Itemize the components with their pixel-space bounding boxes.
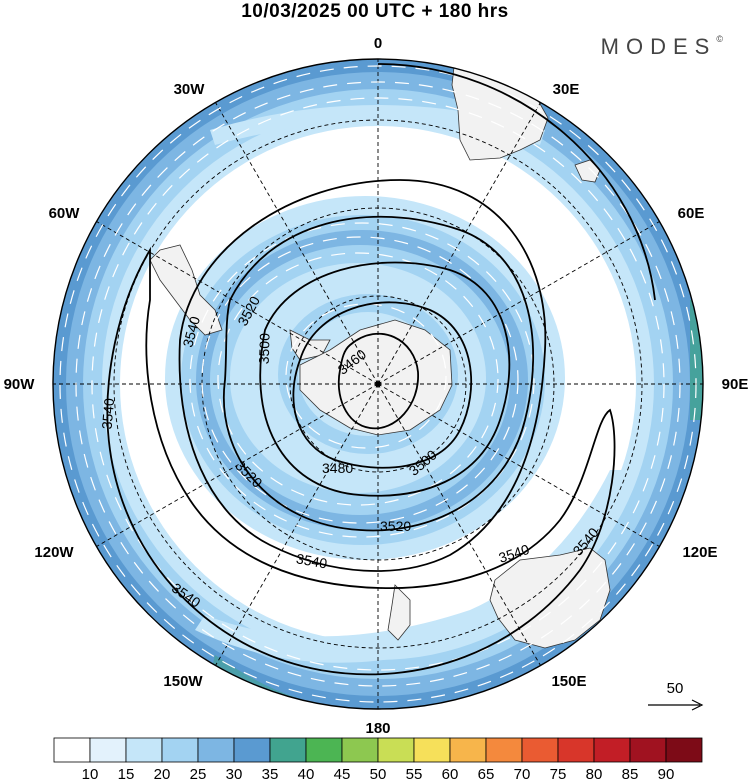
colorbar-tick-label: 25 [190,766,207,782]
south-america [149,244,223,336]
antarctica [299,319,453,436]
colorbar-swatch [629,737,667,763]
colorbar-swatch [305,737,343,763]
colorbar-swatch [269,737,307,763]
colorbar-tick-label: 80 [586,766,603,782]
contour-label: 3540 [99,397,118,430]
colorbar-swatch [557,737,595,763]
colorbar-tick-label: 15 [118,766,135,782]
colorbar-swatch [341,737,379,763]
lon-label-90e: 90E [722,376,749,393]
lon-label-0: 0 [374,35,382,52]
south-pole-marker [375,381,381,387]
contour-3500 [259,261,511,497]
brand-name: MODES [600,34,717,59]
contour-3480 [292,301,473,469]
colorbar-tick-label: 65 [478,766,495,782]
colorbar-swatch [125,737,163,763]
colorbar-tick-label: 20 [154,766,171,782]
height-contours [106,63,656,676]
colorbar-tick-label: 75 [550,766,567,782]
colorbar-swatch [197,737,235,763]
lon-label-120w: 120W [34,544,74,561]
wind-speed-shading [53,59,703,709]
colorbar-tick-label: 30 [226,766,243,782]
contour-3540-inner [178,179,547,572]
contour-label: 3540 [295,550,329,571]
lon-label-90w: 90W [4,376,36,393]
modes-logo: MODES© [601,34,723,60]
lon-label-30w: 30W [174,81,206,98]
contour-3540-outer [106,246,616,676]
colorbar-tick-label: 60 [442,766,459,782]
colorbar-tick-label: 85 [622,766,639,782]
contour-label: 3540 [179,314,203,348]
colorbar-tick-label: 70 [514,766,531,782]
contour-label: 3500 [256,333,273,365]
colorbar-swatch [53,737,91,763]
colorbar-swatch [161,737,199,763]
colorbar-swatch [485,737,523,763]
contour-label: 3480 [322,460,353,476]
brand-mark: © [716,34,723,44]
colorbar-swatch [413,737,451,763]
contour-label: 3520 [380,518,411,534]
land-masses [149,59,611,673]
longitude-label-group: 0 30E 60E 90E 120E 150E 180 150W 120W 90… [4,35,749,737]
lon-label-180: 180 [365,720,390,737]
contour-3520 [222,215,535,532]
contour-3540-ring [377,63,656,301]
reference-arrow-head [691,699,704,711]
colorbar-tick-label: 35 [262,766,279,782]
lon-label-150w: 150W [163,673,203,690]
lon-label-60w: 60W [49,205,81,222]
colorbar-swatch [377,737,415,763]
colorbar-tick-label: 55 [406,766,423,782]
colorbar-tick-label: 10 [82,766,99,782]
colorbar-tick-label: 50 [370,766,387,782]
colorbar: 10 15 20 25 30 35 40 45 50 55 60 65 70 75 80 85 90 [53,737,703,782]
lon-label-60e: 60E [678,205,705,222]
colorbar-swatch [449,737,487,763]
colorbar-swatch [89,737,127,763]
colorbar-tick-label: 40 [298,766,315,782]
map-title: 10/03/2025 00 UTC + 180 hrs [241,1,509,22]
colorbar-swatch [233,737,271,763]
colorbar-swatch [521,737,559,763]
lon-label-120e: 120E [682,544,717,561]
tasmania [593,659,606,673]
colorbar-tick-label: 45 [334,766,351,782]
reference-vector-label: 50 [667,680,684,697]
colorbar-swatch [665,737,703,763]
map-boundary [52,58,704,710]
new-zealand [387,584,411,641]
colorbar-tick-label: 90 [658,766,675,782]
colorbar-swatch [593,737,631,763]
lon-label-150e: 150E [551,673,586,690]
wind-vectors [59,65,697,703]
contour-3460 [337,333,419,430]
lon-label-30e: 30E [553,81,580,98]
australia [489,547,611,649]
reference-vector: 50 [648,680,704,711]
